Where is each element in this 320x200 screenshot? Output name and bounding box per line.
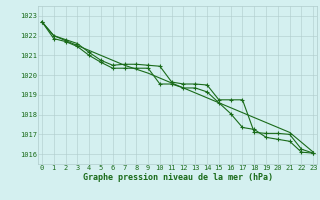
X-axis label: Graphe pression niveau de la mer (hPa): Graphe pression niveau de la mer (hPa): [83, 173, 273, 182]
